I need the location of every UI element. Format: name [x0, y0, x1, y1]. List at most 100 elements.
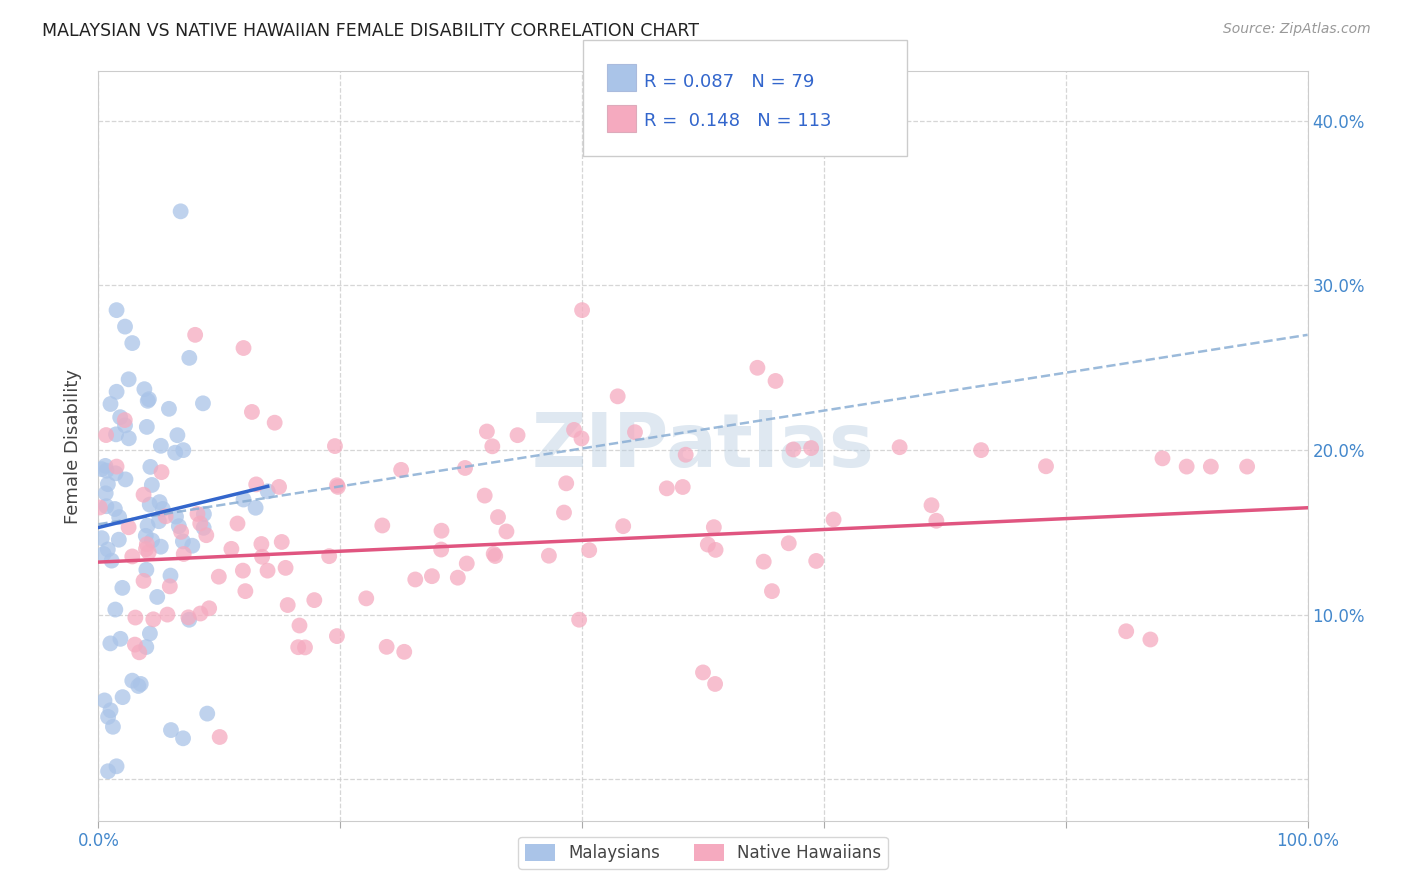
Point	[132, 488, 155, 502]
Point	[655, 481, 678, 495]
Point	[235, 584, 257, 599]
Point	[172, 443, 194, 458]
Legend: Malaysians, Native Hawaiians: Malaysians, Native Hawaiians	[519, 837, 887, 869]
Point	[94, 458, 117, 473]
Point	[129, 677, 152, 691]
Point	[430, 524, 453, 538]
Point	[232, 492, 254, 507]
Point	[208, 570, 231, 584]
Point	[135, 542, 157, 557]
Point	[486, 510, 509, 524]
Point	[318, 549, 340, 564]
Point	[157, 401, 180, 416]
Point	[118, 372, 141, 386]
Point	[150, 465, 173, 479]
Point	[159, 568, 181, 582]
Point	[97, 764, 120, 779]
Point	[90, 462, 112, 476]
Point	[139, 459, 162, 474]
Point	[612, 519, 634, 533]
Point	[124, 638, 146, 652]
Point	[193, 521, 215, 535]
Point	[394, 645, 416, 659]
Point	[375, 640, 398, 654]
Point	[134, 382, 156, 396]
Point	[537, 549, 560, 563]
Point	[800, 441, 823, 455]
Point	[404, 573, 426, 587]
Point	[184, 327, 207, 342]
Point	[97, 477, 120, 491]
Point	[562, 423, 585, 437]
Point	[135, 529, 157, 543]
Point	[165, 509, 187, 524]
Point	[149, 495, 172, 509]
Point	[1152, 451, 1174, 466]
Point	[326, 629, 349, 643]
Point	[208, 730, 231, 744]
Point	[696, 538, 718, 552]
Point	[135, 563, 157, 577]
Text: Source: ZipAtlas.com: Source: ZipAtlas.com	[1223, 22, 1371, 37]
Point	[170, 524, 193, 539]
Point	[135, 420, 157, 434]
Point	[232, 341, 254, 355]
Point	[179, 613, 201, 627]
Point	[481, 439, 503, 453]
Point	[190, 607, 212, 621]
Point	[111, 690, 134, 705]
Point	[121, 673, 143, 688]
Text: MALAYSIAN VS NATIVE HAWAIIAN FEMALE DISABILITY CORRELATION CHART: MALAYSIAN VS NATIVE HAWAIIAN FEMALE DISA…	[42, 22, 699, 40]
Point	[139, 626, 162, 640]
Point	[135, 640, 157, 654]
Point	[132, 574, 155, 588]
Point	[104, 467, 127, 481]
Point	[250, 537, 273, 551]
Point	[169, 204, 191, 219]
Point	[232, 564, 254, 578]
Point	[263, 416, 285, 430]
Point	[703, 520, 725, 534]
Point	[89, 500, 111, 515]
Point	[484, 549, 506, 563]
Point	[111, 581, 134, 595]
Y-axis label: Female Disability: Female Disability	[65, 368, 83, 524]
Point	[704, 677, 727, 691]
Point	[475, 425, 498, 439]
Point	[823, 512, 845, 526]
Point	[136, 393, 159, 408]
Point	[114, 472, 136, 486]
Point	[96, 499, 118, 513]
Point	[245, 477, 267, 491]
Point	[925, 514, 948, 528]
Point	[193, 507, 215, 521]
Point	[94, 486, 117, 500]
Point	[108, 533, 131, 547]
Point	[156, 607, 179, 622]
Point	[121, 336, 143, 351]
Point	[191, 396, 214, 410]
Point	[152, 502, 174, 516]
Point	[105, 459, 128, 474]
Point	[141, 533, 163, 548]
Point	[127, 679, 149, 693]
Point	[267, 480, 290, 494]
Point	[456, 557, 478, 571]
Point	[100, 397, 122, 411]
Point	[250, 549, 273, 564]
Point	[148, 514, 170, 528]
Point	[142, 612, 165, 626]
Text: R =  0.148   N = 113: R = 0.148 N = 113	[644, 112, 831, 130]
Point	[160, 723, 183, 737]
Point	[1139, 632, 1161, 647]
Point	[555, 476, 578, 491]
Point	[179, 351, 201, 365]
Point	[136, 518, 159, 533]
Point	[155, 509, 177, 524]
Point	[1035, 459, 1057, 474]
Point	[761, 584, 783, 599]
Point	[98, 636, 121, 650]
Point	[104, 602, 127, 616]
Point	[195, 528, 218, 542]
Point	[1115, 624, 1137, 639]
